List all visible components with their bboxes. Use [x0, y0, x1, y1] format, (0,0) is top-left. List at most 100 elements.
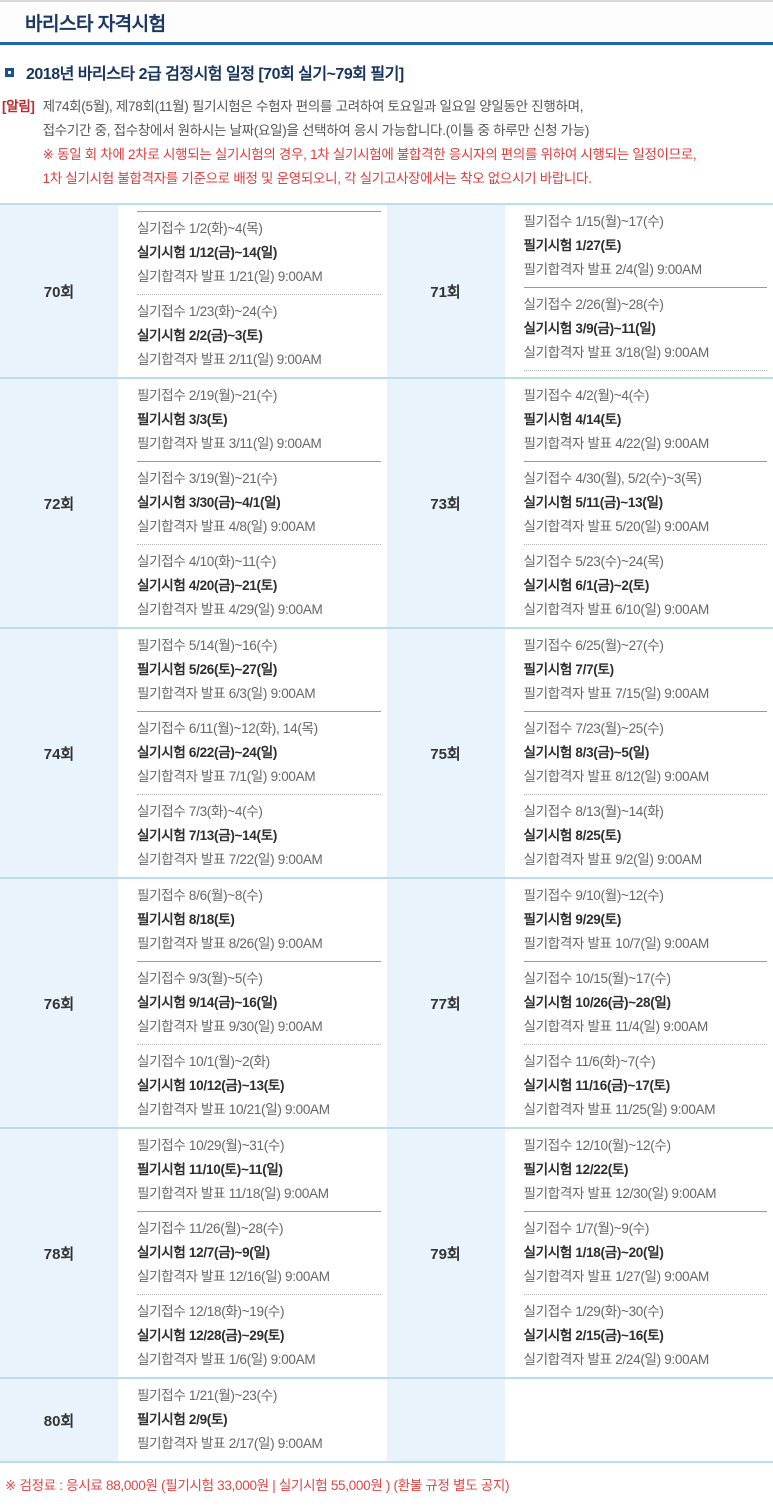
exam-date-line: 실기시험 12/7(금)~9(일): [137, 1241, 381, 1265]
schedule-line: 필기합격자 발표 7/15(일) 9:00AM: [524, 682, 768, 706]
exam-date-line: 필기시험 9/29(토): [524, 908, 768, 932]
round-label: 78회: [0, 1129, 118, 1377]
exam-date-line: 실기시험 6/22(금)~24(일): [137, 741, 381, 765]
round-label: 71회: [387, 205, 505, 377]
cell-content: 필기접수 1/15(월)~17(수)필기시험 1/27(토)필기합격자 발표 2…: [505, 205, 773, 377]
round-label: 70회: [0, 205, 118, 377]
schedule-line: 실기접수 8/13(월)~14(화): [524, 800, 768, 824]
dotted-separator: [524, 1044, 768, 1045]
schedule-line: 실기합격자 발표 10/21(일) 9:00AM: [137, 1098, 381, 1122]
fee-notice: ※ 검정료 : 응시료 88,000원 (필기시험 33,000원 | 실기시험…: [0, 1463, 773, 1506]
schedule-line: 실기접수 4/10(화)~11(수): [137, 550, 381, 574]
exam-date-line: 필기시험 8/18(토): [137, 908, 381, 932]
schedule-line: 실기접수 1/2(화)~4(목): [137, 217, 381, 241]
exam-date-line: 실기시험 9/14(금)~16(일): [137, 991, 381, 1015]
dotted-separator: [524, 370, 768, 371]
cell-content: [505, 1379, 773, 1461]
dotted-separator: [137, 294, 381, 295]
exam-date-line: 실기시험 3/30(금)~4/1(일): [137, 491, 381, 515]
schedule-line: 실기합격자 발표 1/6(일) 9:00AM: [137, 1348, 381, 1372]
schedule-line: 실기합격자 발표 11/25(일) 9:00AM: [524, 1098, 768, 1122]
schedule-line: 실기접수 10/1(월)~2(화): [137, 1050, 381, 1074]
schedule-block: 실기접수 4/30(월), 5/2(수)~3(목)실기시험 5/11(금)~13…: [524, 465, 768, 541]
schedule-block: 필기접수 1/15(월)~17(수)필기시험 1/27(토)필기합격자 발표 2…: [524, 208, 768, 284]
schedule-cell: [387, 1379, 773, 1461]
solid-separator: [524, 287, 768, 288]
round-label: 80회: [0, 1379, 118, 1461]
schedule-line: 실기합격자 발표 11/4(일) 9:00AM: [524, 1015, 768, 1039]
schedule-block: 실기접수 4/10(화)~11(수)실기시험 4/20(금)~21(토)실기합격…: [137, 548, 381, 624]
schedule-block: 필기접수 10/29(월)~31(수)필기시험 11/10(토)~11(일)필기…: [137, 1132, 381, 1208]
schedule-line: 실기접수 10/15(월)~17(수): [524, 967, 768, 991]
schedule-line: 실기합격자 발표 7/1(일) 9:00AM: [137, 765, 381, 789]
section-title: 2018년 바리스타 2급 검정시험 일정 [70회 실기~79회 필기]: [26, 60, 404, 84]
schedule-line: 필기합격자 발표 6/3(일) 9:00AM: [137, 682, 381, 706]
notice-body: 제74회(5월), 제78회(11월) 필기시험은 수험자 편의를 고려하여 토…: [43, 95, 697, 191]
exam-date-line: 실기시험 6/1(금)~2(토): [524, 574, 768, 598]
schedule-block: 실기접수 6/11(월)~12(화), 14(목)실기시험 6/22(금)~24…: [137, 715, 381, 791]
exam-date-line: 필기시험 1/27(토): [524, 234, 768, 258]
dotted-separator: [137, 794, 381, 795]
schedule-line: 필기합격자 발표 10/7(일) 9:00AM: [524, 932, 768, 956]
solid-separator: [524, 461, 768, 462]
schedule-line: 실기접수 1/23(화)~24(수): [137, 300, 381, 324]
exam-date-line: 실기시험 1/18(금)~20(일): [524, 1241, 768, 1265]
schedule-block: 실기접수 10/15(월)~17(수)실기시험 10/26(금)~28(일)실기…: [524, 965, 768, 1041]
schedule-block: 필기접수 8/6(월)~8(수)필기시험 8/18(토)필기합격자 발표 8/2…: [137, 882, 381, 958]
round-label: 77회: [387, 879, 505, 1127]
schedule-block: 실기접수 7/23(월)~25(수)실기시험 8/3(금)~5(일)실기합격자 …: [524, 715, 768, 791]
section-heading: 2018년 바리스타 2급 검정시험 일정 [70회 실기~79회 필기]: [0, 45, 773, 84]
schedule-line: 필기접수 2/19(월)~21(수): [137, 384, 381, 408]
exam-date-line: 실기시험 7/13(금)~14(토): [137, 824, 381, 848]
schedule-block: 실기접수 12/18(화)~19(수)실기시험 12/28(금)~29(토)실기…: [137, 1298, 381, 1374]
schedule-block: 실기접수 11/6(화)~7(수)실기시험 11/16(금)~17(토)실기합격…: [524, 1048, 768, 1124]
round-label: [387, 1379, 505, 1461]
exam-date-line: 실기시험 4/20(금)~21(토): [137, 574, 381, 598]
solid-separator: [137, 211, 381, 212]
schedule-line: 실기합격자 발표 7/22(일) 9:00AM: [137, 848, 381, 872]
exam-date-line: 실기시험 1/12(금)~14(일): [137, 241, 381, 265]
cell-content: 필기접수 5/14(월)~16(수)필기시험 5/26(토)~27(일)필기합격…: [118, 629, 387, 877]
schedule-block: 실기접수 1/23(화)~24(수)실기시험 2/2(금)~3(토)실기합격자 …: [137, 298, 381, 374]
exam-date-line: 실기시험 2/15(금)~16(토): [524, 1324, 768, 1348]
schedule-block: 실기접수 11/26(월)~28(수)실기시험 12/7(금)~9(일)실기합격…: [137, 1215, 381, 1291]
square-bullet-icon: [5, 68, 14, 77]
schedule-line: 실기접수 7/3(화)~4(수): [137, 800, 381, 824]
notice-line: 제74회(5월), 제78회(11월) 필기시험은 수험자 편의를 고려하여 토…: [43, 95, 697, 119]
exam-date-line: 실기시험 8/25(토): [524, 824, 768, 848]
solid-separator: [137, 1211, 381, 1212]
page-header: 바리스타 자격시험: [0, 0, 773, 45]
schedule-line: 필기합격자 발표 8/26(일) 9:00AM: [137, 932, 381, 956]
schedule-block: 실기접수 1/7(월)~9(수)실기시험 1/18(금)~20(일)실기합격자 …: [524, 1215, 768, 1291]
page-title: 바리스타 자격시험: [25, 9, 773, 36]
exam-date-line: 실기시험 12/28(금)~29(토): [137, 1324, 381, 1348]
schedule-block: 실기접수 3/19(월)~21(수)실기시험 3/30(금)~4/1(일)실기합…: [137, 465, 381, 541]
dotted-separator: [137, 1294, 381, 1295]
round-label: 73회: [387, 379, 505, 627]
schedule-line: 실기합격자 발표 5/20(일) 9:00AM: [524, 515, 768, 539]
cell-content: 필기접수 6/25(월)~27(수)필기시험 7/7(토)필기합격자 발표 7/…: [505, 629, 773, 877]
schedule-line: 필기접수 10/29(월)~31(수): [137, 1134, 381, 1158]
cell-content: 실기접수 1/2(화)~4(목)실기시험 1/12(금)~14(일)실기합격자 …: [118, 205, 387, 377]
solid-separator: [524, 1211, 768, 1212]
schedule-block: 실기접수 7/3(화)~4(수)실기시험 7/13(금)~14(토)실기합격자 …: [137, 798, 381, 874]
dotted-separator: [137, 544, 381, 545]
solid-separator: [137, 711, 381, 712]
dotted-separator: [524, 1294, 768, 1295]
exam-date-line: 필기시험 12/22(토): [524, 1158, 768, 1182]
exam-date-line: 실기시험 8/3(금)~5(일): [524, 741, 768, 765]
schedule-block: 실기접수 1/29(화)~30(수)실기시험 2/15(금)~16(토)실기합격…: [524, 1298, 768, 1374]
schedule-line: 실기접수 3/19(월)~21(수): [137, 467, 381, 491]
schedule-line: 필기합격자 발표 4/22(일) 9:00AM: [524, 432, 768, 456]
exam-date-line: 실기시험 11/16(금)~17(토): [524, 1074, 768, 1098]
